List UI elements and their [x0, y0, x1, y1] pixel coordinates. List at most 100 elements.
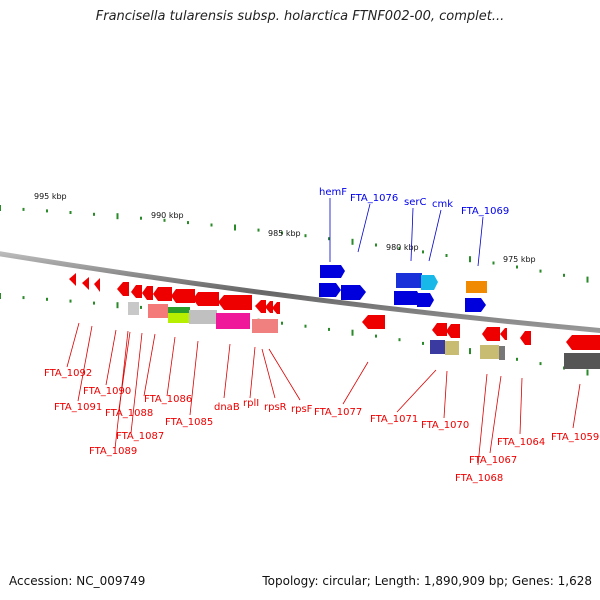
- ruler-tick: [0, 205, 1, 211]
- gene-feature[interactable]: [394, 291, 421, 305]
- ruler-tick: [304, 234, 307, 238]
- ruler-tick: [22, 296, 25, 300]
- gene-feature[interactable]: [432, 323, 447, 336]
- reverse-genes: [69, 273, 600, 369]
- ruler-tick: [422, 250, 424, 254]
- leader-line: [443, 370, 448, 419]
- gene-label[interactable]: FTA_1089: [89, 446, 137, 457]
- gene-label[interactable]: FTA_1068: [455, 473, 503, 484]
- gene-feature[interactable]: [466, 281, 487, 293]
- gene-label[interactable]: FTA_1071: [370, 414, 418, 425]
- gene-label[interactable]: rpsR: [264, 402, 287, 413]
- leader-line: [143, 333, 156, 397]
- ruler-tick: [539, 362, 542, 366]
- gene-feature[interactable]: [252, 319, 278, 333]
- gene-feature[interactable]: [131, 285, 142, 298]
- ruler-tick: [539, 269, 542, 273]
- gene-feature[interactable]: [520, 331, 531, 345]
- gene-feature[interactable]: [446, 324, 460, 338]
- ruler-tick: [328, 327, 330, 331]
- gene-label[interactable]: FTA_1087: [116, 431, 164, 442]
- ruler-tick: [187, 221, 189, 225]
- topology-text: Topology: circular; Length: 1,890,909 bp…: [262, 574, 592, 588]
- gene-feature[interactable]: [168, 307, 190, 313]
- gene-feature[interactable]: [168, 313, 190, 323]
- forward-genes: [319, 265, 487, 312]
- ruler-tick: [375, 243, 377, 247]
- gene-label[interactable]: hemF: [319, 187, 347, 198]
- gene-feature[interactable]: [117, 282, 129, 296]
- gene-label[interactable]: FTA_1067: [469, 455, 517, 466]
- gene-feature[interactable]: [500, 328, 507, 340]
- gene-label[interactable]: rplI: [243, 398, 259, 409]
- gene-label[interactable]: FTA_1076: [350, 193, 398, 204]
- gene-feature[interactable]: [82, 277, 89, 290]
- gene-label[interactable]: FTA_1090: [83, 386, 131, 397]
- gene-label[interactable]: FTA_1064: [497, 437, 545, 448]
- gene-feature[interactable]: [171, 289, 195, 303]
- gene-feature[interactable]: [148, 304, 168, 318]
- gene-feature[interactable]: [480, 345, 499, 359]
- gene-label[interactable]: rpsF: [291, 404, 313, 415]
- ruler-tick: [469, 256, 471, 263]
- gene-label[interactable]: cmk: [432, 199, 453, 210]
- gene-label[interactable]: FTA_1070: [421, 420, 469, 431]
- gene-feature[interactable]: [216, 313, 250, 329]
- ruler-label: 995 kbp: [34, 192, 67, 201]
- gene-feature[interactable]: [445, 341, 459, 355]
- ruler-label: 975 kbp: [503, 255, 536, 264]
- gene-feature[interactable]: [128, 302, 139, 315]
- ruler-tick: [93, 301, 95, 305]
- gene-feature[interactable]: [566, 335, 600, 350]
- gene-feature[interactable]: [341, 285, 366, 300]
- ruler-tick: [281, 231, 283, 235]
- gene-label[interactable]: dnaB: [214, 402, 240, 413]
- gene-label[interactable]: FTA_1088: [105, 408, 153, 419]
- gene-feature[interactable]: [272, 302, 280, 314]
- leader-line: [189, 340, 199, 416]
- ruler-tick: [234, 224, 236, 231]
- gene-feature[interactable]: [319, 283, 341, 297]
- leader-line: [489, 375, 502, 454]
- gene-feature[interactable]: [193, 292, 219, 306]
- gene-feature[interactable]: [320, 265, 345, 278]
- leader-line: [77, 325, 93, 402]
- gene-feature[interactable]: [142, 286, 153, 300]
- ruler-tick: [586, 276, 589, 283]
- gene-feature[interactable]: [69, 273, 76, 286]
- gene-feature[interactable]: [396, 273, 422, 288]
- leader-line: [118, 331, 131, 410]
- map-title: Francisella tularensis subsp. holarctica…: [95, 9, 505, 24]
- ruler-tick: [210, 223, 213, 227]
- leader-line: [223, 343, 231, 399]
- leader-line: [477, 216, 484, 267]
- gene-label[interactable]: FTA_1069: [461, 206, 509, 217]
- ruler-tick: [0, 293, 1, 299]
- gene-label[interactable]: FTA_1077: [314, 407, 362, 418]
- gene-label[interactable]: FTA_1085: [165, 417, 213, 428]
- gene-label[interactable]: FTA_1091: [54, 402, 102, 413]
- gene-feature[interactable]: [421, 275, 438, 290]
- gene-feature[interactable]: [362, 315, 385, 329]
- leader-line: [166, 336, 176, 397]
- gene-feature[interactable]: [265, 301, 273, 313]
- gene-feature[interactable]: [482, 327, 500, 341]
- gene-feature[interactable]: [255, 300, 266, 313]
- ruler-tick: [140, 305, 142, 309]
- gene-label[interactable]: FTA_1086: [144, 394, 192, 405]
- gene-feature[interactable]: [218, 295, 252, 310]
- ruler-tick: [563, 273, 565, 277]
- gene-label[interactable]: serC: [404, 197, 426, 208]
- gene-feature[interactable]: [430, 340, 445, 354]
- gene-feature[interactable]: [153, 287, 172, 301]
- gene-label[interactable]: FTA_1059: [551, 432, 599, 443]
- gene-label[interactable]: FTA_1092: [44, 368, 92, 379]
- gene-feature[interactable]: [417, 293, 434, 307]
- gene-feature[interactable]: [499, 346, 505, 360]
- gene-feature[interactable]: [189, 310, 217, 324]
- gene-feature[interactable]: [465, 298, 486, 312]
- ruler-tick: [163, 218, 166, 222]
- gene-feature[interactable]: [564, 353, 600, 369]
- gene-feature[interactable]: [94, 278, 100, 292]
- forward-gene-labels: hemF FTA_1076 serC cmk FTA_1069: [319, 187, 509, 217]
